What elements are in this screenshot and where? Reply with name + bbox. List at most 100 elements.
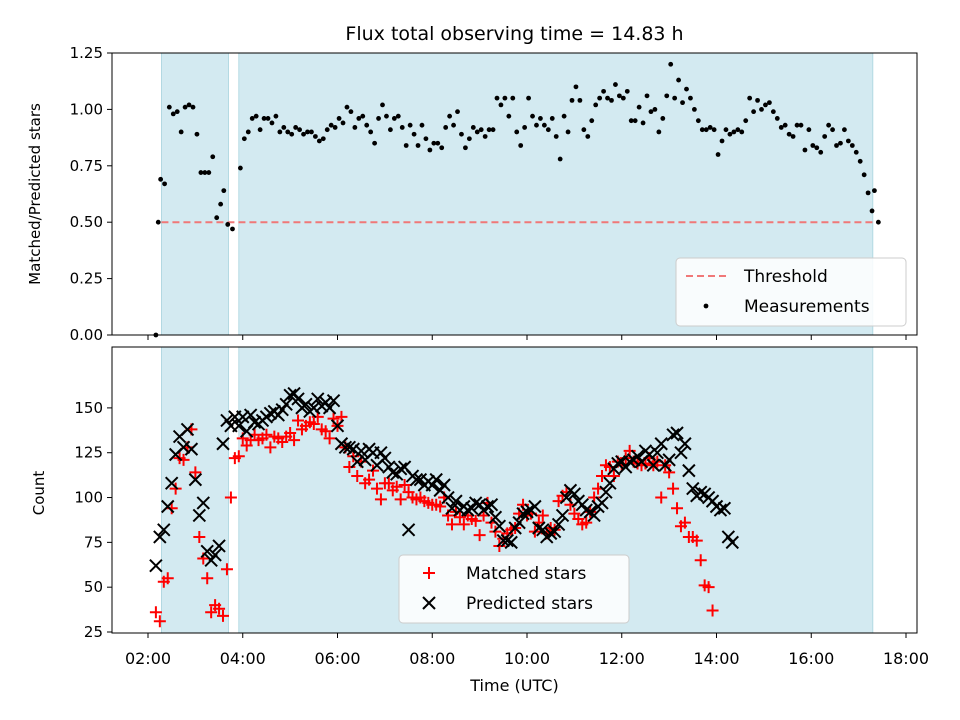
measurement-point: [245, 129, 251, 135]
measurement-point: [407, 122, 413, 128]
predicted-point: [500, 533, 514, 548]
measurement-point: [198, 170, 204, 175]
matched-point: [453, 511, 466, 524]
predicted-point: [725, 535, 739, 550]
measurement-point: [857, 158, 863, 164]
measurement-point: [162, 181, 167, 187]
measurement-point: [324, 127, 330, 133]
measurement-point: [297, 127, 302, 133]
predicted-point: [188, 472, 203, 487]
top-y-tick-label: 0.25: [70, 270, 103, 288]
predicted-point: [393, 462, 408, 476]
measurement-point: [636, 104, 642, 110]
matched-point: [473, 529, 486, 542]
top-y-tick-label: 0.75: [70, 157, 103, 175]
measurement-point: [557, 156, 563, 162]
measurement-point: [589, 118, 595, 124]
predicted-point: [342, 440, 357, 455]
measurement-point: [541, 122, 547, 128]
measurement-point: [632, 118, 638, 124]
predicted-point: [717, 501, 732, 516]
measurement-point: [312, 134, 318, 139]
measurement-point: [684, 86, 689, 92]
measurement-point: [225, 222, 231, 227]
top-y-ticks: 0.00 0.25 0.50 0.75 1.00 1.25: [70, 44, 112, 344]
measurement-point: [798, 122, 804, 128]
measurement-point: [778, 125, 784, 130]
measurement-point: [616, 93, 622, 99]
predicted-point: [184, 442, 199, 456]
bottom-y-tick-label: 125: [74, 444, 103, 462]
predicted-point: [559, 490, 574, 505]
matched-point: [398, 478, 411, 491]
predicted-point: [157, 523, 171, 537]
predicted-point: [350, 454, 364, 469]
ratio-plot: [153, 61, 881, 338]
measurement-point: [332, 125, 338, 130]
measurement-point: [814, 145, 820, 151]
measurement-point: [466, 136, 472, 142]
matched-point: [224, 491, 237, 504]
predicted-point: [263, 406, 278, 420]
measurement-point: [158, 176, 164, 182]
measurement-point: [577, 97, 583, 103]
measurement-point: [395, 113, 401, 119]
predicted-point: [180, 422, 195, 437]
measurement-point: [703, 127, 709, 133]
predicted-point: [153, 530, 167, 544]
bottom-y-tick-label: 25: [84, 623, 103, 641]
measurement-point: [830, 127, 835, 133]
predicted-point: [232, 419, 246, 433]
predicted-point: [622, 454, 637, 469]
measurement-point: [218, 201, 224, 207]
predicted-point: [445, 501, 459, 516]
bottom-x-ticks: 02:00 04:00 06:00 08:00 10:00 12:00 14:00 16:00…: [125, 633, 929, 668]
matched-point: [596, 470, 609, 483]
measurement-point: [210, 154, 216, 160]
matched-point: [220, 563, 233, 576]
measurement-point: [431, 140, 437, 146]
measurement-point: [348, 109, 354, 115]
measurement-point: [605, 95, 610, 101]
measurement-point: [281, 125, 287, 130]
measurement-point: [838, 140, 843, 146]
measurement-point: [368, 129, 374, 135]
measurement-point: [510, 95, 516, 101]
predicted-point: [484, 497, 499, 512]
measurement-point: [214, 215, 220, 221]
matched-point: [694, 554, 707, 567]
predicted-point: [713, 503, 728, 517]
measurement-point: [601, 88, 606, 94]
measurement-point: [735, 127, 741, 133]
measurement-point: [534, 122, 539, 128]
measurement-point: [672, 95, 678, 101]
predicted-point: [674, 446, 688, 460]
predicted-point: [551, 517, 566, 532]
predicted-point: [283, 388, 297, 403]
measurement-point: [875, 219, 881, 225]
measurement-point: [478, 127, 484, 133]
observing-interval-1: [161, 52, 229, 336]
measurement-point: [360, 113, 366, 119]
measurement-point: [411, 131, 417, 137]
measurement-point: [711, 127, 717, 133]
predicted-legend-label: Predicted stars: [466, 594, 593, 614]
measurement-point: [399, 125, 405, 130]
predicted-point: [520, 505, 534, 519]
measurement-point: [391, 116, 397, 121]
measurement-point: [790, 134, 796, 139]
measurement-point: [747, 95, 753, 101]
predicted-point: [200, 544, 214, 559]
measurement-point: [688, 95, 693, 101]
measurement-point: [415, 143, 421, 148]
matched-point: [161, 572, 174, 585]
top-legend-box: [675, 257, 907, 327]
measurement-point: [545, 127, 551, 133]
count-panel: 25 50 75 100 125 150 02:00 04:00 06:00 08:00 10:0…: [30, 346, 929, 695]
measurement-point: [806, 127, 812, 133]
predicted-point: [386, 465, 400, 480]
measurement-point: [786, 131, 792, 137]
chart-title: Flux total observing time = 14.83 h: [345, 23, 683, 45]
bottom-y-tick-label: 150: [74, 399, 103, 417]
matched-point: [706, 604, 719, 617]
